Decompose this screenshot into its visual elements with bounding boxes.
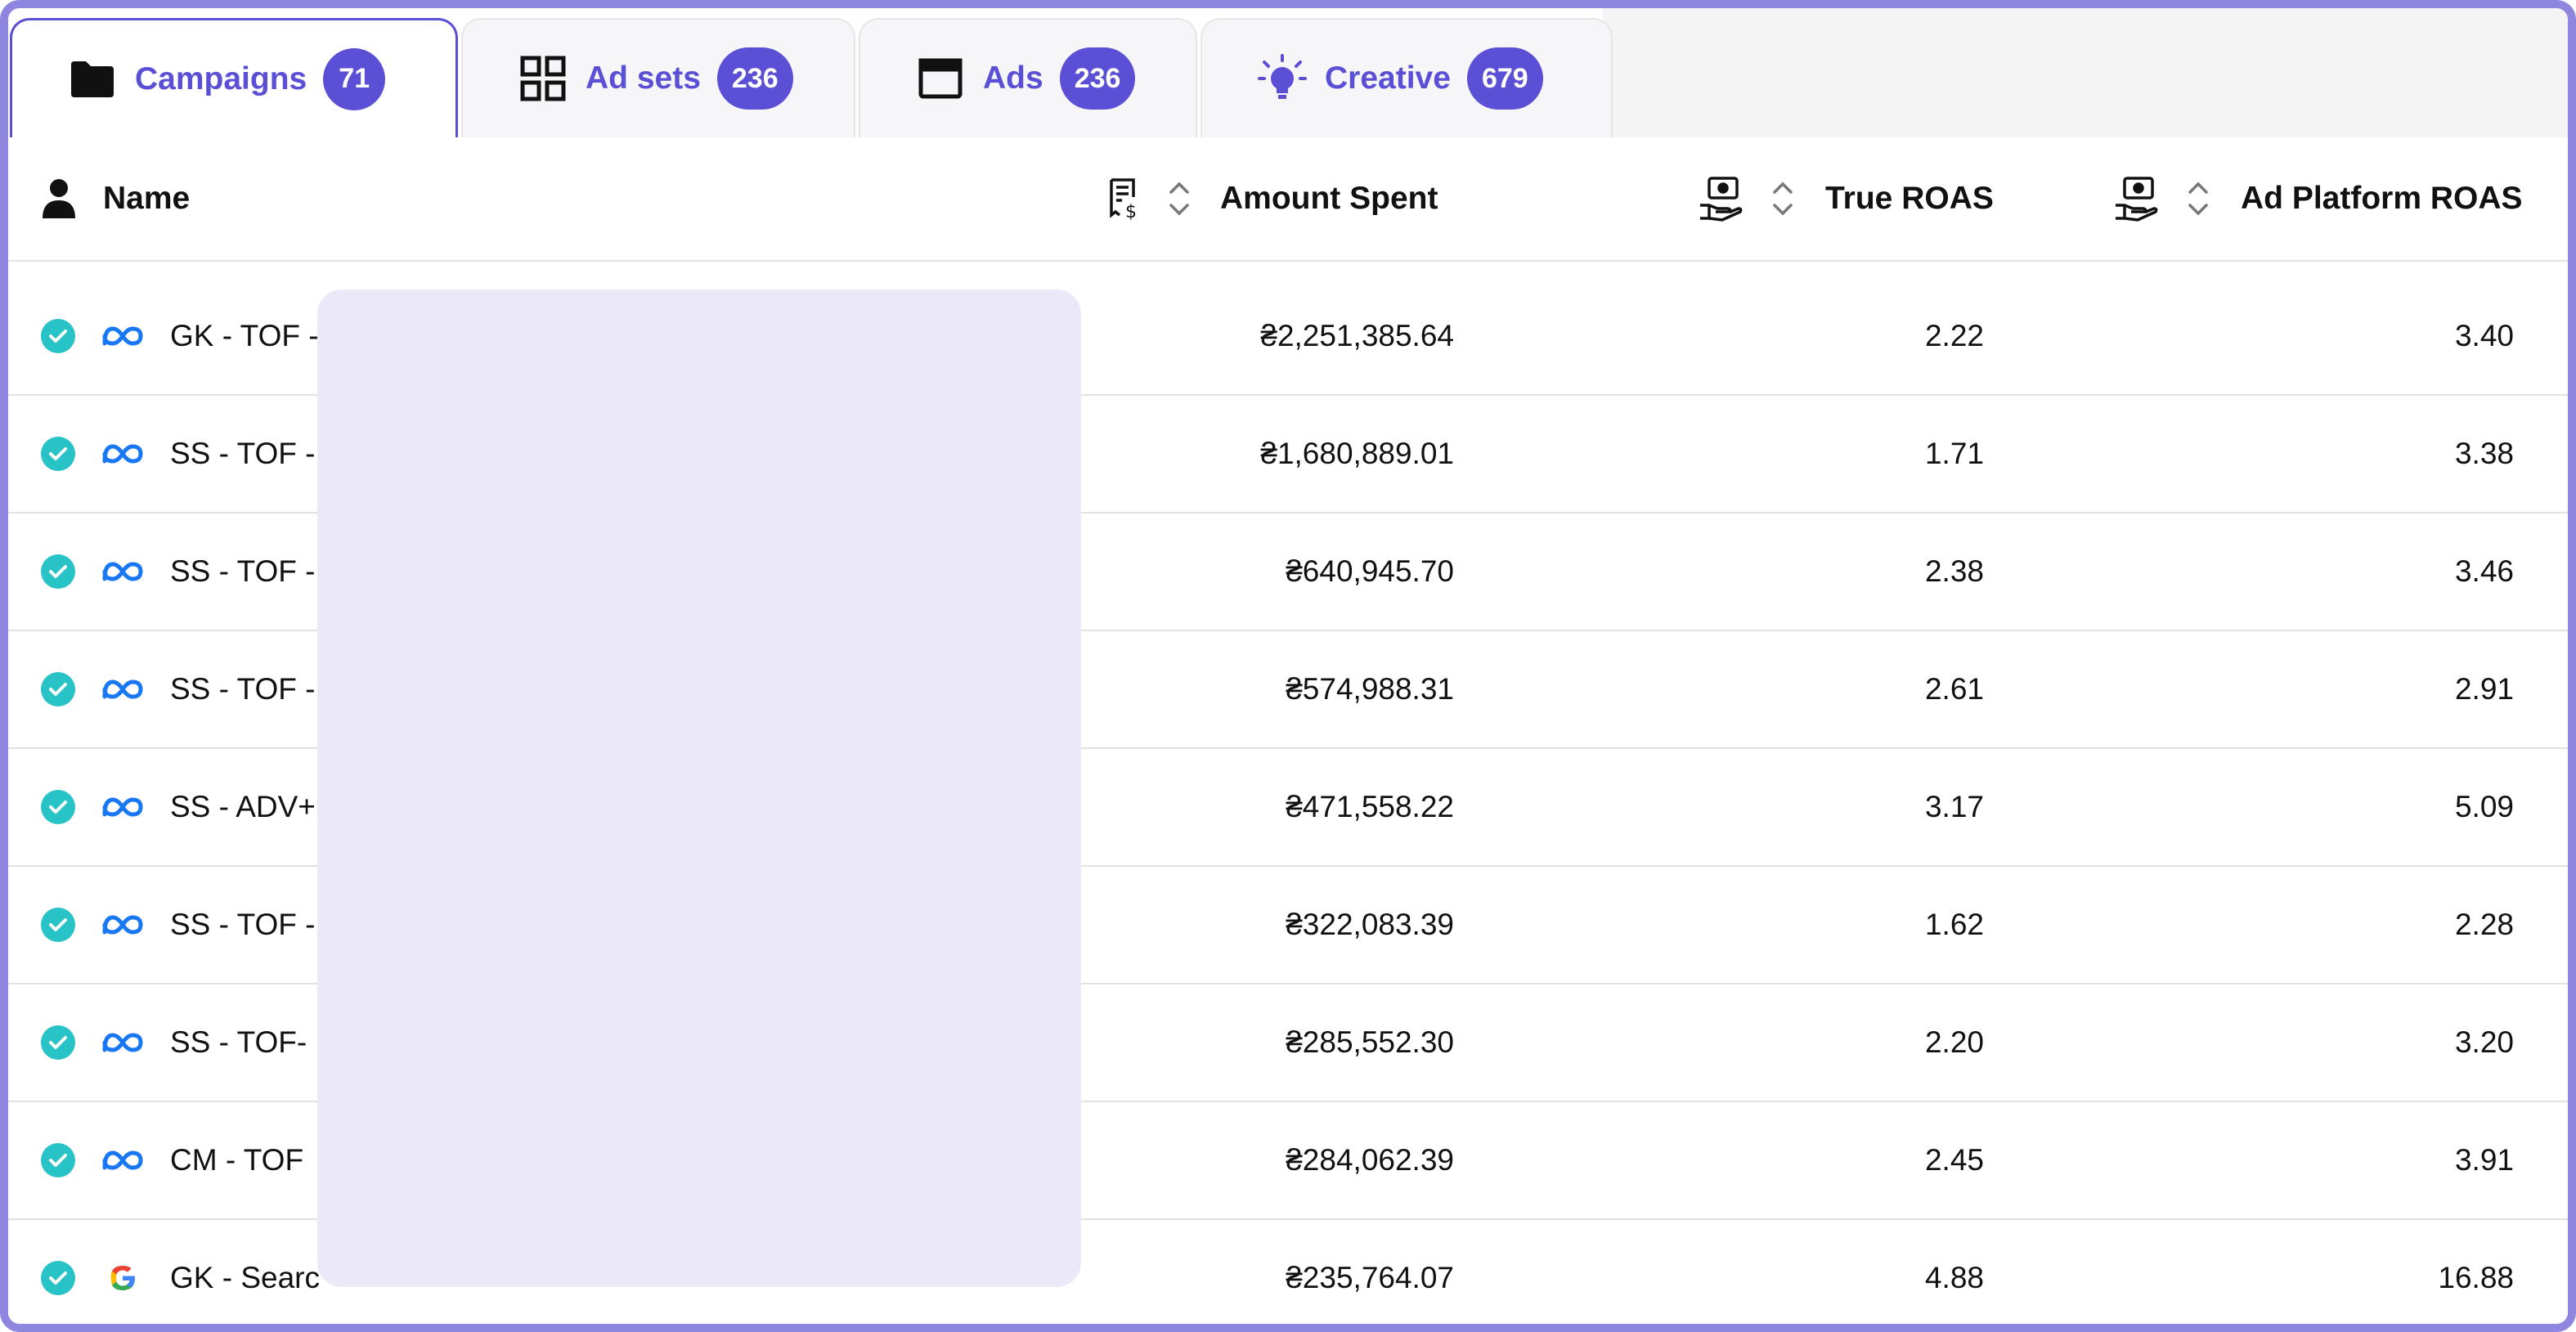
google-icon (100, 1258, 146, 1298)
meta-icon (100, 1023, 146, 1062)
receipt-icon: $ (1109, 177, 1142, 220)
check-circle-icon (41, 554, 75, 589)
check-circle-icon (41, 319, 75, 353)
campaign-name[interactable]: SS - TOF - (170, 672, 316, 706)
true-roas: 1.71 (1924, 437, 1984, 470)
campaign-name[interactable]: SS - TOF - (170, 437, 316, 470)
ad-platform-roas: 3.38 (2454, 437, 2514, 470)
ad-platform-roas: 2.91 (2454, 672, 2514, 706)
meta-icon (100, 316, 146, 356)
campaign-name[interactable]: SS - ADV+ (170, 790, 316, 823)
count-badge: 71 (323, 47, 386, 110)
browser-window-icon (914, 52, 967, 105)
campaign-name[interactable]: GK - Searc (170, 1261, 320, 1294)
check-circle-icon (41, 672, 75, 706)
amount-spent: ₴471,558.22 (1286, 790, 1454, 823)
column-label: Ad Platform ROAS (2241, 181, 2523, 216)
column-header-amount-spent[interactable]: $ Amount Spent (1109, 137, 1438, 260)
tab-creative[interactable]: Creative 679 (1200, 18, 1613, 137)
count-badge: 679 (1466, 47, 1543, 110)
amount-spent: ₴284,062.39 (1286, 1143, 1454, 1177)
check-circle-icon (41, 908, 75, 942)
tab-bar-background (1603, 8, 2568, 137)
campaign-name[interactable]: SS - TOF - (170, 908, 316, 941)
true-roas: 3.17 (1924, 790, 1984, 823)
true-roas: 2.45 (1924, 1143, 1984, 1177)
sort-icon[interactable] (2183, 176, 2213, 222)
ad-platform-roas: 3.91 (2454, 1143, 2514, 1177)
amount-spent: ₴574,988.31 (1286, 672, 1454, 706)
true-roas: 4.88 (1924, 1261, 1984, 1294)
campaign-name[interactable]: SS - TOF- (170, 1025, 307, 1059)
tab-label: Creative (1325, 61, 1451, 96)
svg-text:$: $ (1125, 202, 1137, 220)
campaign-name[interactable]: CM - TOF (170, 1143, 304, 1177)
tab-ad-sets[interactable]: Ad sets 236 (461, 18, 855, 137)
true-roas: 1.62 (1924, 908, 1984, 941)
tab-label: Campaigns (135, 61, 307, 96)
tab-label: Ad sets (586, 61, 701, 96)
check-circle-icon (41, 790, 75, 824)
column-label: True ROAS (1825, 181, 1994, 216)
amount-spent: ₴322,083.39 (1286, 908, 1454, 941)
true-roas: 2.22 (1924, 319, 1984, 352)
check-circle-icon (41, 1261, 75, 1295)
person-icon (41, 177, 77, 220)
tab-campaigns[interactable]: Campaigns 71 (10, 18, 458, 137)
redaction-overlay (317, 289, 1081, 1287)
amount-spent: ₴640,945.70 (1286, 554, 1454, 588)
meta-icon (100, 552, 146, 591)
true-roas: 2.20 (1924, 1025, 1984, 1059)
tab-bar: Campaigns 71 Ad sets 236 Ads 236 Creativ… (8, 8, 2568, 137)
sort-icon[interactable] (1768, 176, 1797, 222)
check-circle-icon (41, 1025, 75, 1060)
ad-platform-roas: 3.46 (2454, 554, 2514, 588)
column-label: Amount Spent (1220, 181, 1438, 216)
money-hand-icon (1698, 176, 1744, 222)
true-roas: 2.61 (1924, 672, 1984, 706)
meta-icon (100, 787, 146, 827)
column-header-name[interactable]: Name (41, 137, 190, 260)
table-header: Name $ Amount Spent True ROAS (8, 137, 2568, 262)
ad-platform-roas: 3.20 (2454, 1025, 2514, 1059)
amount-spent: ₴285,552.30 (1286, 1025, 1454, 1059)
meta-icon (100, 905, 146, 944)
money-hand-icon (2113, 176, 2159, 222)
ad-platform-roas: 5.09 (2454, 790, 2514, 823)
check-circle-icon (41, 437, 75, 471)
amount-spent: ₴1,680,889.01 (1260, 437, 1454, 470)
tab-ads[interactable]: Ads 236 (859, 18, 1197, 137)
check-circle-icon (41, 1143, 75, 1177)
campaign-name[interactable]: SS - TOF - (170, 554, 316, 588)
folder-icon (66, 53, 119, 105)
column-header-true-roas[interactable]: True ROAS (1698, 137, 1994, 260)
count-badge: 236 (716, 47, 793, 110)
lightbulb-icon (1256, 52, 1308, 105)
count-badge: 236 (1059, 47, 1136, 110)
ad-platform-roas: 16.88 (2438, 1261, 2514, 1294)
ad-platform-roas: 2.28 (2454, 908, 2514, 941)
grid-icon (517, 52, 569, 105)
amount-spent: ₴235,764.07 (1286, 1261, 1454, 1294)
meta-icon (100, 670, 146, 709)
meta-icon (100, 1141, 146, 1180)
ad-platform-roas: 3.40 (2454, 319, 2514, 352)
column-header-ad-platform-roas[interactable]: Ad Platform ROAS (2113, 137, 2523, 260)
true-roas: 2.38 (1924, 554, 1984, 588)
amount-spent: ₴2,251,385.64 (1260, 319, 1454, 352)
campaign-name[interactable]: GK - TOF - (170, 319, 319, 352)
meta-icon (100, 434, 146, 473)
sort-icon[interactable] (1165, 176, 1194, 222)
column-label: Name (103, 181, 191, 216)
tab-label: Ads (983, 61, 1043, 96)
